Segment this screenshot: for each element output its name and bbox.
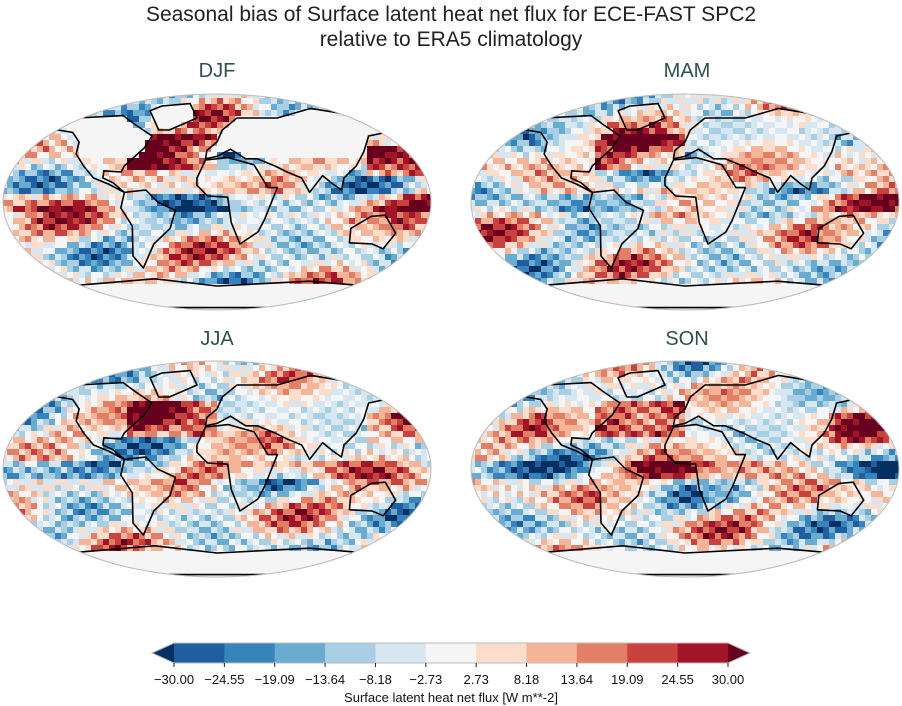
colorbar-bin xyxy=(576,643,628,663)
colorbar-tick-label: −2.73 xyxy=(409,672,443,687)
bias-field xyxy=(471,94,899,310)
map-panel-djf xyxy=(2,93,432,311)
colorbar-bin xyxy=(274,643,326,663)
map-border xyxy=(470,93,900,311)
panel-title-djf: DJF xyxy=(198,60,236,82)
coastline xyxy=(41,114,153,194)
colorbar-tick-label: 13.64 xyxy=(560,672,594,687)
colorbar-tick-label: −8.18 xyxy=(359,672,392,687)
colorbar-tick-label: 19.09 xyxy=(610,672,644,687)
colorbar-bin xyxy=(325,643,376,663)
colorbar xyxy=(150,642,752,667)
colorbar-tick-label: −13.64 xyxy=(305,672,346,687)
map-panel-jja xyxy=(2,360,432,578)
colorbar-tick-label: −19.09 xyxy=(254,672,295,687)
colorbar-bin xyxy=(174,643,225,663)
bias-field xyxy=(3,361,431,577)
colorbar-tick-label: 2.73 xyxy=(463,672,489,687)
map-border xyxy=(2,93,432,311)
map-border xyxy=(470,360,900,578)
coastline xyxy=(509,114,621,194)
title-line-1: Seasonal bias of Surface latent heat net… xyxy=(145,3,757,26)
map-border xyxy=(2,360,432,578)
coastline xyxy=(664,423,747,512)
bias-field xyxy=(3,94,431,310)
colorbar-extend-high xyxy=(728,643,750,663)
colorbar-tick-label: 24.55 xyxy=(661,672,694,687)
coastline xyxy=(149,369,198,398)
bias-field xyxy=(471,361,899,577)
colorbar-bin xyxy=(677,643,729,663)
coastline xyxy=(588,456,645,536)
figure-title: Seasonal bias of Surface latent heat net… xyxy=(0,2,902,52)
colorbar-tick-label: −24.55 xyxy=(204,672,245,687)
colorbar-bin xyxy=(224,643,276,663)
colorbar-tick-label: −30.00 xyxy=(153,672,195,687)
coastline xyxy=(672,107,867,194)
colorbar-tick-label: 30.00 xyxy=(711,672,745,687)
coastline xyxy=(204,374,399,461)
panel-title-mam: MAM xyxy=(663,60,711,82)
colorbar-tick-label: 8.18 xyxy=(513,672,540,687)
coastline xyxy=(120,456,177,536)
panel-title-jja: JJA xyxy=(200,328,234,350)
coastline xyxy=(617,369,666,398)
title-line-2: relative to ERA5 climatology xyxy=(319,28,583,51)
colorbar-label: Surface latent heat net flux [W m**-2] xyxy=(344,690,558,705)
coastline xyxy=(509,381,621,461)
colorbar-bin xyxy=(526,643,578,663)
colorbar-bin xyxy=(476,643,528,663)
coastline xyxy=(196,423,279,512)
coastline xyxy=(204,107,399,194)
colorbar-bin xyxy=(425,643,477,663)
map-panel-mam xyxy=(470,93,900,311)
coastline xyxy=(816,214,865,250)
coastline xyxy=(149,102,198,131)
colorbar-extend-low xyxy=(152,643,174,663)
coastline xyxy=(41,381,153,461)
coastline xyxy=(120,189,177,269)
coastline xyxy=(816,481,865,517)
coastline xyxy=(672,374,867,461)
coastline xyxy=(588,189,645,269)
colorbar-bin xyxy=(627,643,679,663)
panel-title-son: SON xyxy=(665,328,709,350)
colorbar-bin xyxy=(375,643,427,663)
coastline xyxy=(348,214,397,250)
coastline xyxy=(196,156,279,245)
coastline xyxy=(617,102,666,131)
coastline xyxy=(664,156,747,245)
map-panel-son xyxy=(470,360,900,578)
coastline xyxy=(348,481,397,517)
